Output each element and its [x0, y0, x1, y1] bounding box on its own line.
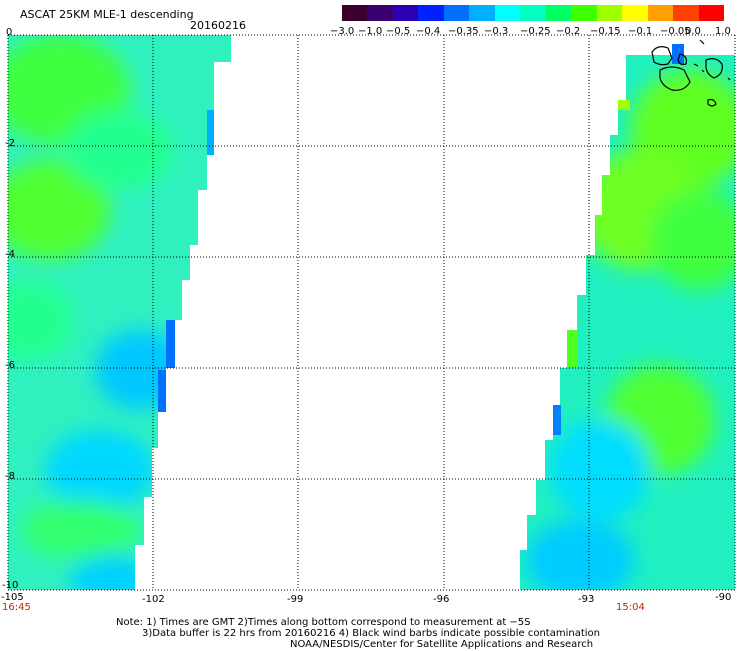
- colorbar-tick-label: −0.1: [628, 26, 653, 37]
- y-tick-label: -4: [5, 249, 15, 260]
- colorbar-segment: [698, 5, 725, 21]
- colorbar-tick-label: −0.3: [484, 26, 509, 37]
- x-tick-label: -105: [1, 592, 24, 603]
- y-tick-label: -2: [5, 138, 15, 149]
- left-swath: [8, 35, 231, 590]
- colorbar-segment: [545, 5, 572, 21]
- x-tick-label: -102: [142, 594, 165, 605]
- y-tick-label: -6: [5, 360, 15, 371]
- colorbar-segment: [520, 5, 546, 21]
- colorbar-segment: [367, 5, 393, 21]
- colorbar-tick-label: −0.15: [590, 26, 621, 37]
- colorbar-segment: [494, 5, 521, 21]
- x-tick-label: -90: [715, 592, 732, 603]
- colorbar-tick-label: −1.0: [358, 26, 383, 37]
- colorbar-segment: [571, 5, 597, 21]
- colorbar-tick-label: 1.0: [715, 26, 731, 37]
- colorbar-tick-label: −0.35: [448, 26, 479, 37]
- colorbar-tick-label: −0.2: [556, 26, 581, 37]
- colorbar-tick-label: −0.05: [660, 26, 691, 37]
- colorbar-tick-label: −0.5: [386, 26, 411, 37]
- colorbar-segment: [622, 5, 648, 21]
- colorbar-segment: [342, 5, 368, 21]
- x-tick-label: -93: [578, 594, 595, 605]
- y-tick-label: -10: [2, 580, 19, 591]
- coastline-galapagos: [651, 39, 731, 107]
- time-label-left: 16:45: [2, 602, 31, 613]
- colorbar-segment: [469, 5, 495, 21]
- colorbar-tick-label: −0.25: [520, 26, 551, 37]
- note-line-1: Note: 1) Times are GMT 2)Times along bot…: [116, 617, 531, 628]
- note-line-2: 3)Data buffer is 22 hrs from 20160216 4)…: [142, 628, 600, 639]
- y-tick-label: -8: [5, 471, 15, 482]
- time-label-right: 15:04: [616, 602, 645, 613]
- colorbar-segment: [673, 5, 699, 21]
- colorbar-tick-label: 0.0: [685, 26, 701, 37]
- note-line-3: NOAA/NESDIS/Center for Satellite Applica…: [290, 639, 594, 650]
- x-tick-label: -99: [287, 594, 304, 605]
- x-tick-label: -96: [433, 594, 450, 605]
- colorbar: [342, 5, 725, 21]
- colorbar-segment: [392, 5, 419, 21]
- colorbar-tick-label: −0.4: [416, 26, 441, 37]
- colorbar-tick-label: −3.0: [330, 26, 355, 37]
- map-title: ASCAT 25KM MLE-1 descending: [20, 8, 194, 21]
- colorbar-segment: [647, 5, 674, 21]
- right-swath: [520, 55, 735, 590]
- graticule: [7, 34, 736, 591]
- map-date: 20160216: [190, 19, 246, 32]
- y-tick-label: 0: [6, 27, 13, 38]
- colorbar-segment: [596, 5, 623, 21]
- colorbar-segment: [418, 5, 444, 21]
- colorbar-segment: [443, 5, 470, 21]
- colorbar-ticks: −3.0 −1.0 −0.5 −0.4 −0.35 −0.3 −0.25 −0.2 −0.15−…: [330, 26, 731, 38]
